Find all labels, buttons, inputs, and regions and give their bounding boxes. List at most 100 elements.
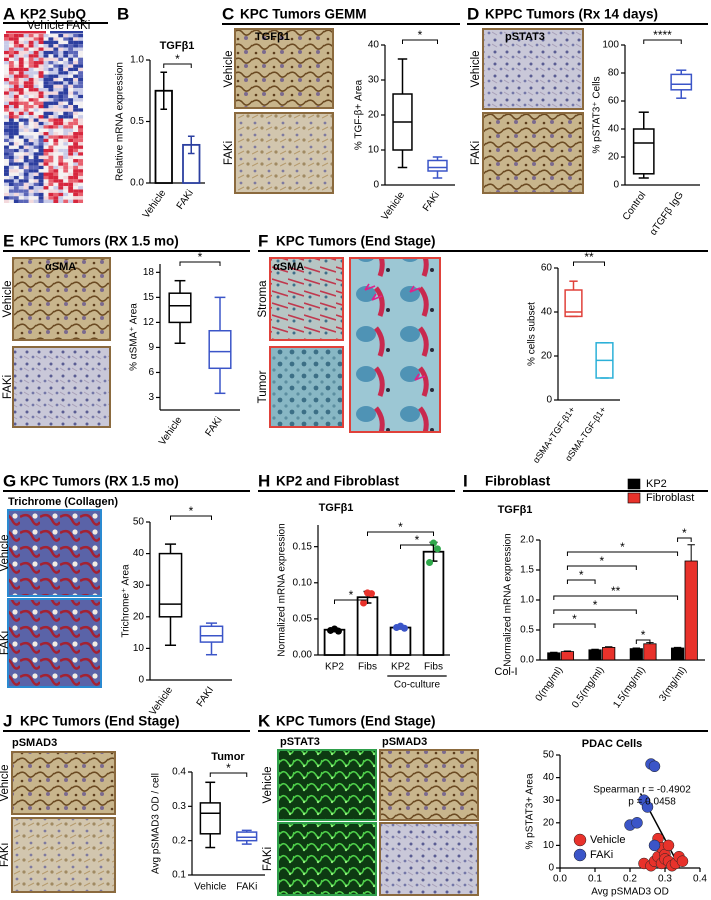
heatmap-cell: [8, 132, 14, 136]
heatmap-cell: [63, 145, 69, 149]
bar: [323, 628, 346, 656]
heatmap-cell: [18, 64, 24, 68]
heatmap-cell: [48, 125, 54, 129]
data-point: [426, 559, 434, 567]
heatmap-cell: [63, 159, 69, 163]
heatmap-cell: [43, 172, 49, 176]
heatmap-cell: [63, 152, 69, 156]
x-tick-label: FAKi: [175, 188, 196, 212]
heatmap-cell: [78, 172, 84, 176]
error-bar: [604, 646, 613, 648]
heatmap-cell: [18, 182, 24, 187]
micrograph: [379, 822, 479, 896]
heatmap-cell: [23, 101, 29, 105]
heatmap-cell: [63, 37, 69, 41]
heatmap-cell: [38, 77, 44, 82]
heatmap-cell: [28, 61, 34, 65]
x-tick-label: Fibs: [424, 662, 443, 673]
heatmap-cell: [43, 71, 49, 75]
heatmap-cell: [58, 54, 64, 58]
heatmap-cell: [4, 98, 9, 102]
heatmap-cell: [68, 192, 74, 197]
heatmap-cell: [33, 132, 39, 136]
heatmap-cell: [33, 77, 39, 82]
heatmap-cell: [58, 57, 64, 62]
heatmap-cell: [73, 169, 79, 173]
y-tick-label: 60: [608, 96, 620, 107]
heatmap-cell: [4, 125, 9, 129]
heatmap-cell: [18, 148, 24, 153]
heatmap-cell: [8, 155, 14, 160]
heatmap-cell: [38, 138, 44, 143]
heatmap-cell: [38, 61, 44, 65]
micrograph: [482, 112, 584, 194]
heatmap-cell: [38, 135, 44, 139]
heatmap-cell: [28, 91, 34, 95]
heatmap-cell: [43, 186, 49, 190]
heatmap-cell: [43, 159, 49, 163]
heatmap-cell: [8, 57, 14, 62]
heatmap-cell: [58, 77, 64, 82]
heatmap-cell: [28, 108, 34, 112]
heatmap-cell: [48, 101, 54, 105]
heatmap-cell: [78, 121, 84, 126]
heatmap-cell: [23, 172, 29, 176]
micrograph: [269, 257, 344, 341]
heatmap-cell: [63, 125, 69, 129]
heatmap-cell: [23, 57, 29, 62]
heatmap-cell: [33, 44, 39, 48]
heatmap-cell: [28, 50, 34, 55]
heatmap-cell: [68, 175, 74, 180]
heatmap-cell: [63, 175, 69, 180]
heatmap-cell: [43, 196, 49, 200]
heatmap-cell: [38, 101, 44, 105]
heatmap-cell: [4, 40, 9, 45]
heatmap-cell: [68, 118, 74, 122]
heatmap-cell: [8, 50, 14, 55]
heatmap-cell: [58, 162, 64, 166]
heatmap-cell: [63, 172, 69, 176]
heatmap-cell: [53, 152, 59, 156]
heatmap-cell: [43, 64, 49, 68]
heatmap-cell: [28, 192, 34, 197]
heatmap-cell: [73, 118, 79, 122]
heatmap-cell: [73, 115, 79, 119]
heatmap-cell: [43, 47, 49, 51]
heatmap-cell: [38, 108, 44, 112]
y-tick-label: 0.0: [130, 178, 144, 189]
heatmap-cell: [33, 84, 39, 89]
heatmap-cell: [68, 64, 74, 68]
heatmap-cell: [18, 88, 24, 92]
heatmap-cell: [63, 196, 69, 200]
heatmap-cell: [18, 186, 24, 190]
legend-marker: [573, 848, 587, 862]
heatmap-cell: [48, 182, 54, 187]
heatmap-cell: [68, 54, 74, 58]
heatmap-cell: [53, 94, 59, 99]
x-tick-label: 0.3: [658, 874, 672, 885]
significance-label: *: [175, 52, 180, 66]
x-tick-label: Vehicle: [194, 882, 227, 893]
heatmap-cell: [4, 115, 9, 119]
heatmap-cell: [53, 179, 59, 183]
heatmap-cell: [48, 162, 54, 166]
heatmap-cell: [63, 47, 69, 51]
heatmap-cell: [8, 74, 14, 78]
heatmap-cell: [33, 169, 39, 173]
heatmap-cell: [48, 40, 54, 45]
heatmap-cell: [68, 101, 74, 105]
heatmap-cell: [53, 104, 59, 109]
y-axis-label: Avg pSMAD3 OD / cell: [151, 773, 162, 874]
bar: [389, 626, 412, 656]
heatmap-cell: [53, 34, 59, 38]
heatmap-cell: [28, 159, 34, 163]
heatmap-cell: [18, 98, 24, 102]
heatmap-cell: [63, 44, 69, 48]
heatmap-cell: [43, 135, 49, 139]
box: [199, 802, 221, 835]
heatmap-cell: [73, 40, 79, 45]
heatmap-cell: [48, 50, 54, 55]
heatmap-cell: [28, 81, 34, 85]
heatmap-cell: [13, 115, 19, 119]
heatmap-cell: [63, 111, 69, 116]
